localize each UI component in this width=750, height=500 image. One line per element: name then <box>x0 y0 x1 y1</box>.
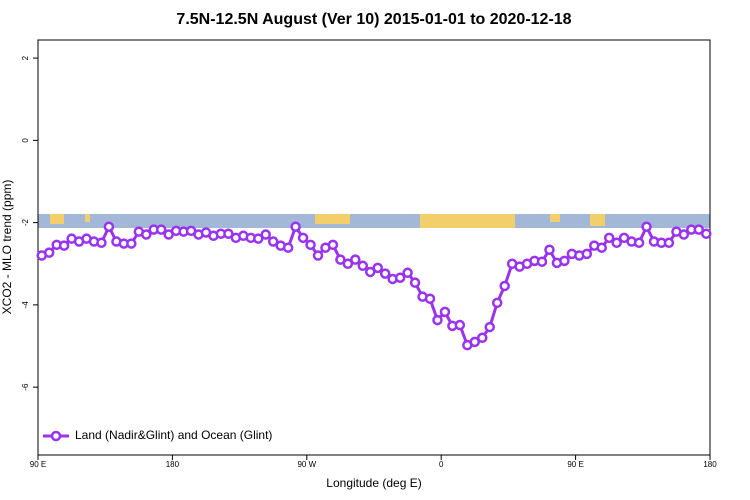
data-point <box>439 306 451 318</box>
data-point <box>409 277 421 288</box>
series-line <box>41 223 707 348</box>
data-point <box>357 260 369 272</box>
data-point <box>312 250 324 261</box>
data-point <box>402 267 413 279</box>
y-tick-label: 2 <box>21 55 30 60</box>
x-tick-label: 0 <box>439 460 444 469</box>
data-point <box>559 255 570 267</box>
data-point <box>223 228 234 239</box>
data-point <box>297 232 309 244</box>
data-point <box>641 221 652 232</box>
data-point <box>342 258 354 269</box>
data-point <box>365 266 376 278</box>
data-point <box>424 293 436 304</box>
data-point <box>491 297 503 309</box>
data-point <box>253 233 264 244</box>
data-point <box>484 321 495 333</box>
map-strip <box>38 214 710 228</box>
legend-marker <box>50 430 62 442</box>
data-point <box>693 224 705 235</box>
data-point <box>335 254 346 265</box>
x-tick-label: 90 E <box>567 460 583 469</box>
chart-title: 7.5N-12.5N August (Ver 10) 2015-01-01 to… <box>176 11 571 28</box>
data-point <box>350 254 361 265</box>
data-point <box>581 248 593 260</box>
data-point <box>58 240 70 251</box>
data-point <box>305 239 316 251</box>
plot-frame <box>37 39 711 456</box>
data-point <box>43 247 55 258</box>
data-point <box>499 280 510 292</box>
x-axis-title: Longitude (deg E) <box>326 476 421 490</box>
data-point <box>379 268 391 279</box>
data-point <box>372 262 383 274</box>
x-tick-label: 90 E <box>30 460 46 469</box>
data-point <box>678 229 690 240</box>
data-point <box>327 239 339 251</box>
data-point <box>96 237 107 249</box>
data-point <box>103 221 115 232</box>
data-point <box>469 336 481 348</box>
data-point <box>155 224 167 235</box>
data-point <box>394 272 406 283</box>
data-point <box>141 229 152 240</box>
y-tick-label: -4 <box>21 301 30 309</box>
y-tick-label: 0 <box>21 138 30 143</box>
y-tick-label: -2 <box>21 219 30 227</box>
data-point <box>267 236 279 247</box>
y-tick-label: -6 <box>21 383 30 391</box>
data-point <box>260 229 271 240</box>
data-point <box>596 242 607 253</box>
data-point <box>603 232 615 244</box>
x-tick-label: 90 W <box>297 460 316 469</box>
data-point <box>701 228 712 239</box>
x-tick-label: 180 <box>703 460 717 469</box>
data-point <box>477 332 488 344</box>
data-point <box>611 237 622 249</box>
data-point <box>290 221 301 232</box>
data-point <box>633 237 645 249</box>
x-tick-label: 180 <box>166 460 180 469</box>
data-point <box>536 256 548 267</box>
data-point <box>432 314 443 326</box>
legend-label: Land (Nadir&Glint) and Ocean (Glint) <box>75 428 272 442</box>
data-point <box>454 319 466 331</box>
data-point <box>126 238 137 249</box>
data-point <box>282 242 294 253</box>
data-point <box>663 237 675 249</box>
y-axis-title: XCO2 - MLO trend (ppm) <box>0 180 14 315</box>
data-point <box>544 244 555 256</box>
